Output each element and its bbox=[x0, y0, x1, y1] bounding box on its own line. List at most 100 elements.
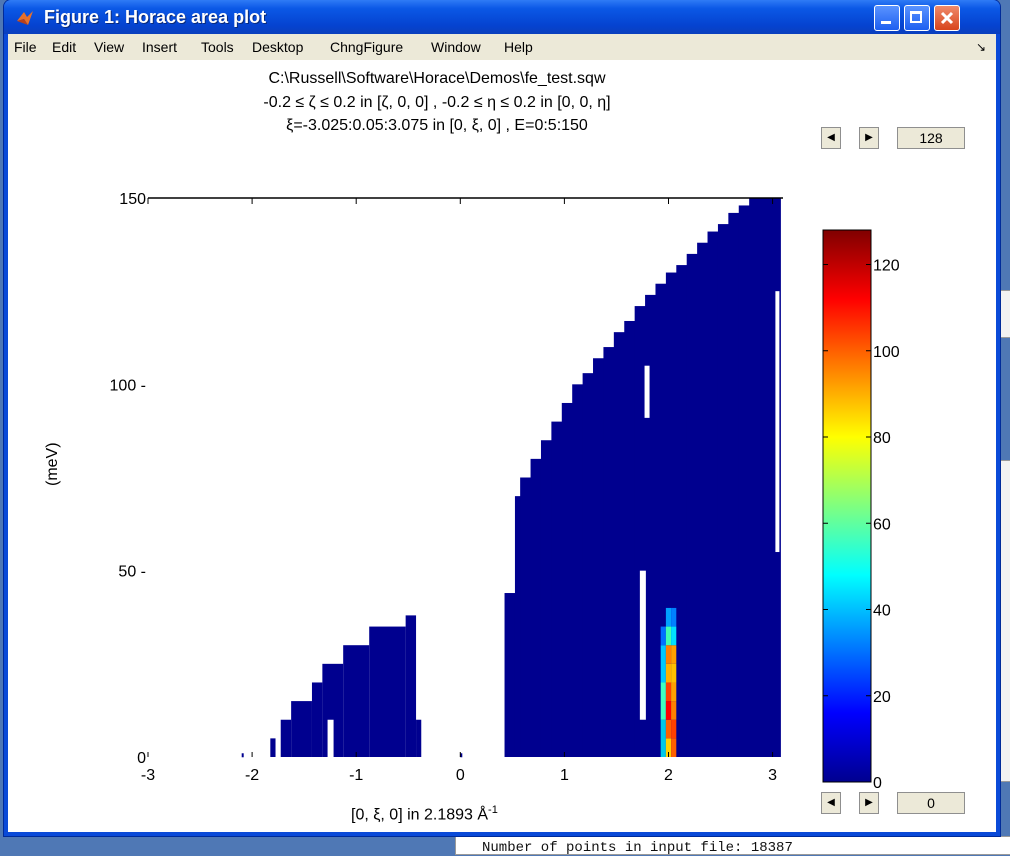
heatmap-cell bbox=[738, 205, 750, 757]
heatmap-cell bbox=[671, 682, 677, 702]
title-bar[interactable]: Figure 1: Horace area plot bbox=[4, 0, 1000, 34]
heatmap-cell bbox=[676, 265, 688, 757]
color-min-value[interactable]: 0 bbox=[897, 792, 965, 814]
heatmap-gap bbox=[327, 719, 334, 757]
color-min-slider[interactable]: ◀ ▶ 0 bbox=[821, 792, 965, 814]
colorbar-tick-label: 60 bbox=[873, 516, 891, 533]
chart-title-line-1: C:\Russell\Software\Horace\Demos\fe_test… bbox=[268, 70, 606, 87]
heatmap-cell bbox=[697, 242, 709, 758]
heatmap-cell bbox=[634, 306, 646, 757]
heatmap-cell bbox=[311, 682, 323, 757]
heatmap-cell bbox=[582, 373, 594, 757]
heatmap-chart: -3 -2 -1 0 1 2 3 0 50 - 100 - 150 0 20 40 60 80 100 120 bbox=[110, 191, 900, 792]
heatmap-cell bbox=[665, 626, 672, 646]
heatmap-cell bbox=[660, 682, 666, 720]
matlab-logo-icon bbox=[17, 11, 33, 25]
minimize-button[interactable] bbox=[874, 5, 900, 31]
heatmap-cells bbox=[241, 198, 781, 758]
heatmap-cell bbox=[660, 645, 666, 683]
minimize-icon bbox=[881, 21, 891, 24]
heatmap-cell bbox=[660, 626, 666, 646]
colorbar-tick-label: 40 bbox=[873, 603, 891, 620]
heatmap-cell bbox=[405, 615, 417, 757]
heatmap-cell bbox=[291, 701, 312, 757]
heatmap-cell bbox=[343, 645, 370, 757]
colorbar-tick-label: 80 bbox=[873, 430, 891, 447]
x-tick-label: -2 bbox=[245, 767, 259, 784]
menu-tools[interactable]: Tools bbox=[201, 39, 234, 55]
heatmap-cell bbox=[665, 682, 672, 702]
chart-title-line-3: ξ=-3.025:0.05:3.075 in [0, ξ, 0] , E=0:5… bbox=[286, 117, 588, 134]
chart-title-line-2: -0.2 ≤ ζ ≤ 0.2 in [ζ, 0, 0] , -0.2 ≤ η ≤… bbox=[263, 94, 611, 111]
heatmap-cell bbox=[416, 719, 422, 757]
heatmap-gap bbox=[639, 570, 646, 720]
heatmap-cell bbox=[665, 701, 672, 720]
heatmap-cell bbox=[530, 458, 542, 757]
menu-insert[interactable]: Insert bbox=[142, 39, 178, 55]
heatmap-cell bbox=[671, 719, 677, 739]
x-tick-label: 3 bbox=[768, 767, 777, 784]
heatmap-cell bbox=[603, 347, 615, 757]
x-tick-label: -1 bbox=[349, 767, 363, 784]
heatmap-gap bbox=[644, 365, 650, 418]
slider-left-arrow-icon[interactable]: ◀ bbox=[821, 792, 841, 814]
heatmap-cell bbox=[593, 358, 604, 757]
color-max-value[interactable]: 128 bbox=[897, 127, 965, 149]
maximize-button[interactable] bbox=[904, 5, 930, 31]
figure-window: Figure 1: Horace area plot File Edit Vie… bbox=[4, 0, 1000, 836]
y-axis-label: (meV) bbox=[44, 442, 61, 486]
heatmap-cell bbox=[270, 738, 276, 757]
heatmap-cell bbox=[280, 719, 292, 757]
menu-desktop[interactable]: Desktop bbox=[252, 39, 304, 55]
close-icon bbox=[940, 11, 954, 25]
heatmap-cell bbox=[665, 645, 672, 664]
heatmap-cell bbox=[671, 645, 677, 664]
x-tick-label: 2 bbox=[664, 767, 673, 784]
colorbar-tick-label: 0 bbox=[873, 775, 882, 792]
colorbar-gradient bbox=[822, 229, 872, 783]
axes: -3 -2 -1 0 1 2 3 0 50 - 100 - 150 bbox=[110, 191, 783, 784]
maximize-icon bbox=[910, 11, 922, 23]
heatmap-cell bbox=[561, 402, 573, 757]
y-tick-label: 50 - bbox=[118, 564, 146, 581]
x-axis-label-exponent: -1 bbox=[488, 804, 498, 816]
heatmap-cell bbox=[717, 224, 729, 757]
heatmap-cell bbox=[671, 626, 677, 646]
heatmap-cell bbox=[572, 384, 584, 757]
colorbar-tick-label: 20 bbox=[873, 689, 891, 706]
heatmap-cell bbox=[504, 593, 516, 757]
heatmap-cell bbox=[665, 738, 672, 757]
figure-client-area: File Edit View Insert Tools Desktop Chng… bbox=[8, 34, 996, 832]
heatmap-cell bbox=[671, 738, 677, 757]
x-tick-label: 0 bbox=[456, 767, 465, 784]
heatmap-cell bbox=[665, 607, 672, 627]
heatmap-cell bbox=[369, 626, 406, 757]
colorbar-tick-label: 100 bbox=[873, 344, 900, 361]
x-tick-label: 1 bbox=[560, 767, 569, 784]
menu-edit[interactable]: Edit bbox=[52, 39, 77, 55]
heatmap-cell bbox=[686, 253, 698, 757]
y-tick-label: 100 - bbox=[110, 377, 146, 394]
slider-left-arrow-icon[interactable]: ◀ bbox=[821, 127, 841, 149]
heatmap-cell bbox=[671, 663, 677, 683]
slider-right-arrow-icon[interactable]: ▶ bbox=[859, 127, 879, 149]
y-tick-label: 150 bbox=[119, 191, 146, 208]
menu-view[interactable]: View bbox=[94, 39, 125, 55]
heatmap-cell bbox=[728, 212, 740, 757]
menu-dock-arrow-icon[interactable]: ↘ bbox=[975, 40, 986, 54]
heatmap-cell bbox=[540, 440, 552, 757]
menu-window[interactable]: Window bbox=[431, 39, 481, 55]
menu-file[interactable]: File bbox=[14, 39, 37, 55]
slider-right-arrow-icon[interactable]: ▶ bbox=[859, 792, 879, 814]
close-button[interactable] bbox=[934, 5, 960, 31]
y-tick-label: 0 bbox=[137, 750, 146, 767]
heatmap-cell bbox=[460, 753, 463, 758]
plot-area: C:\Russell\Software\Horace\Demos\fe_test… bbox=[8, 60, 996, 832]
x-axis-label: [0, ξ, 0] in 2.1893 Å-1 bbox=[351, 804, 498, 824]
heatmap-cell bbox=[671, 701, 677, 720]
color-max-slider[interactable]: ◀ ▶ 128 bbox=[821, 127, 965, 149]
heatmap-cell bbox=[520, 477, 532, 757]
heatmap-cell bbox=[665, 719, 672, 739]
menu-chngfigure[interactable]: ChngFigure bbox=[330, 39, 404, 55]
menu-help[interactable]: Help bbox=[504, 39, 533, 55]
